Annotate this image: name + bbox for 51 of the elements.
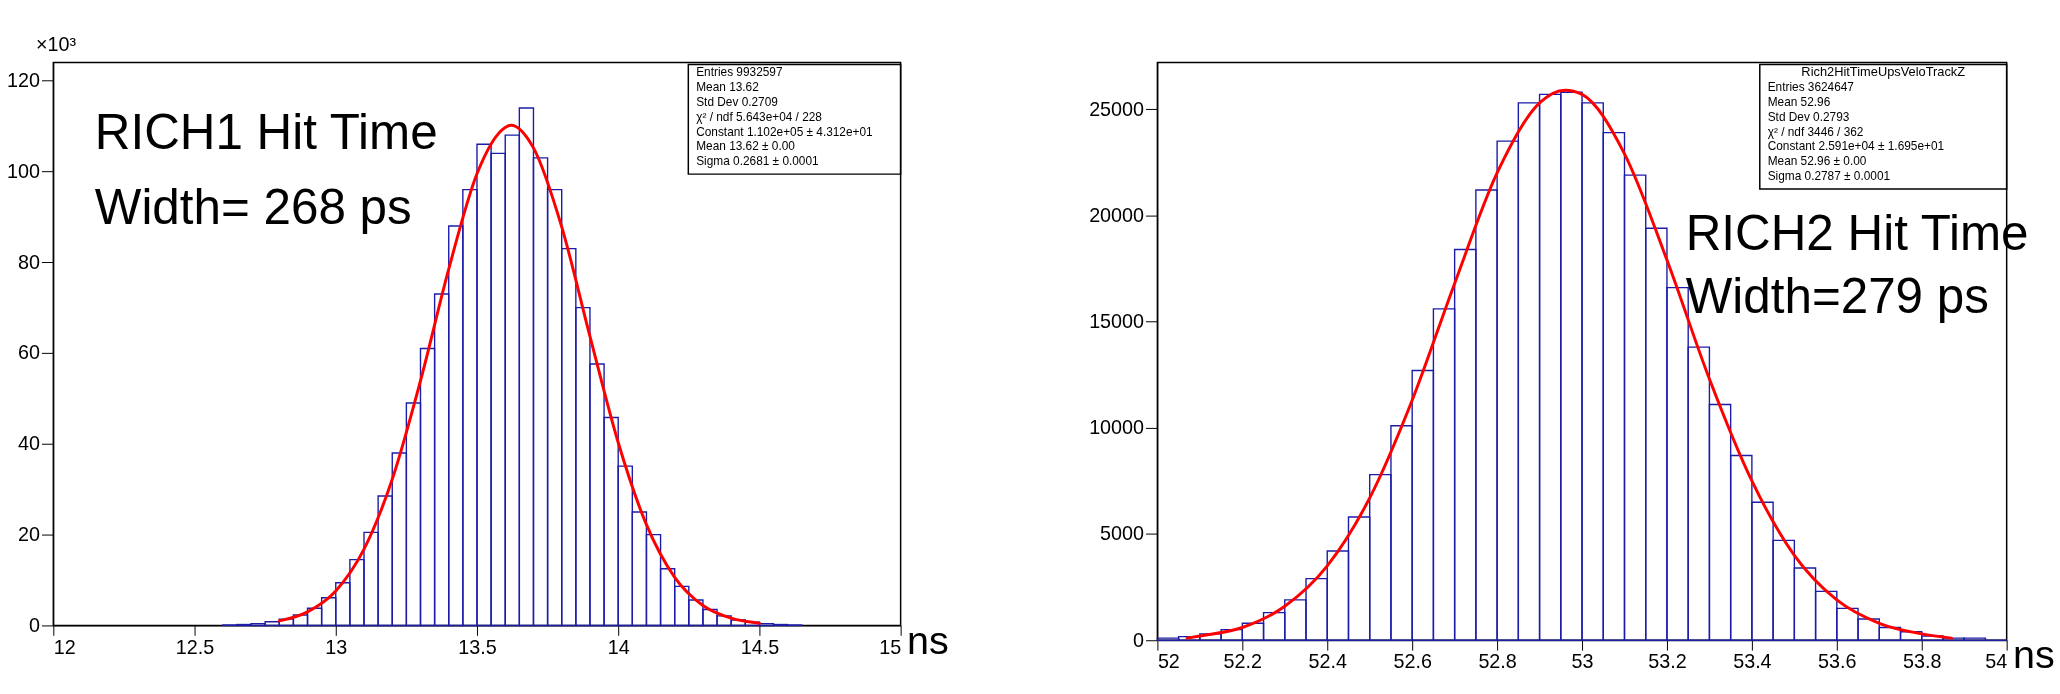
annotation: Std Dev 0.2709 xyxy=(696,94,779,109)
x-tick-label: 14.5 xyxy=(740,635,780,658)
x-tick-label: 12 xyxy=(53,635,76,658)
annotation: Mean 52.96 xyxy=(1767,94,1831,109)
x-tick-label: 13 xyxy=(325,635,348,658)
y-tick-label: 0 xyxy=(29,613,41,636)
x-tick-label: 53.4 xyxy=(1733,650,1772,673)
x-tick-label: 52.4 xyxy=(1308,650,1347,673)
x-axis-title: ns xyxy=(2013,632,2055,677)
annotation: χ² / ndf 3446 / 362 xyxy=(1767,124,1864,139)
annotation: Entries 9932597 xyxy=(696,65,783,80)
x-tick-label: 52 xyxy=(1157,650,1180,673)
y-tick-label: 20000 xyxy=(1089,203,1145,226)
y-tick-label: 0 xyxy=(1133,628,1145,651)
annotation: Rich2HitTimeUpsVeloTrackZ xyxy=(1801,64,1966,80)
x-tick-label: 52.2 xyxy=(1223,650,1263,673)
annotation: Mean 13.62 xyxy=(696,80,759,95)
x-tick-label: 53 xyxy=(1571,650,1594,673)
y-tick-label: 10000 xyxy=(1089,416,1145,439)
x-tick-label: 54 xyxy=(1985,650,2008,673)
y-tick-label: 60 xyxy=(18,341,41,364)
annotation: Mean 13.62 ± 0.00 xyxy=(696,139,796,154)
x-tick-label: 13.5 xyxy=(458,635,497,658)
y-axis-title: ×10³ xyxy=(36,33,77,56)
x-tick-label: 52.8 xyxy=(1478,650,1517,673)
y-tick-label: 100 xyxy=(7,159,41,182)
x-tick-label: 53.8 xyxy=(1903,650,1942,673)
annotation: Sigma 0.2787 ± 0.0001 xyxy=(1767,169,1891,184)
y-tick-label: 15000 xyxy=(1089,310,1145,333)
annotation: Entries 3624647 xyxy=(1767,80,1854,95)
y-tick-label: 20 xyxy=(18,523,41,546)
y-tick-label: 120 xyxy=(7,69,41,92)
x-tick-label: 53.2 xyxy=(1648,650,1687,673)
y-tick-label: 5000 xyxy=(1100,522,1145,545)
x-tick-label: 53.6 xyxy=(1818,650,1857,673)
annotation: χ² / ndf 5.643e+04 / 228 xyxy=(696,109,823,124)
annotation: Std Dev 0.2793 xyxy=(1767,109,1850,124)
x-tick-label: 12.5 xyxy=(175,635,215,658)
x-tick-label: 15 xyxy=(879,635,902,658)
annotation: Mean 52.96 ± 0.00 xyxy=(1767,154,1867,169)
annotation: Constant 2.591e+04 ± 1.695e+01 xyxy=(1767,139,1945,154)
annotation: RICH1 Hit Time xyxy=(94,104,438,160)
x-tick-label: 52.6 xyxy=(1393,650,1432,673)
x-axis-title: ns xyxy=(907,617,949,662)
annotation: Sigma 0.2681 ± 0.0001 xyxy=(696,154,820,169)
y-tick-label: 40 xyxy=(18,432,41,455)
y-tick-label: 25000 xyxy=(1089,97,1145,120)
annotation: Width= 268 ps xyxy=(94,178,412,234)
x-tick-label: 14 xyxy=(607,635,630,658)
y-tick-label: 80 xyxy=(18,250,41,273)
annotation: Constant 1.102e+05 ± 4.312e+01 xyxy=(696,124,874,139)
